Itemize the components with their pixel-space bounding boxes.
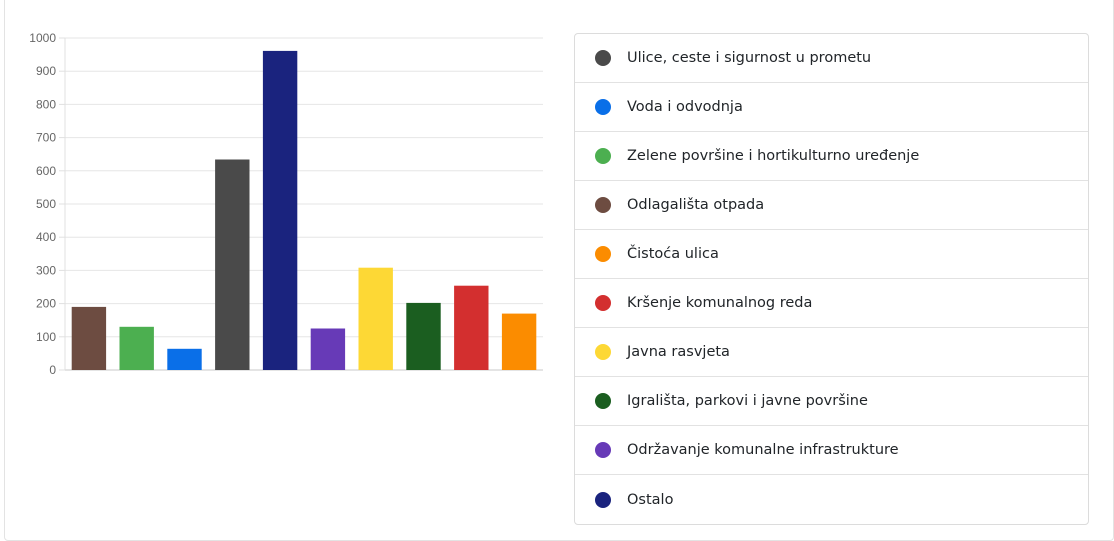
bar-4 xyxy=(215,159,250,370)
y-tick-label: 0 xyxy=(49,363,56,377)
legend-color-dot xyxy=(595,197,611,213)
y-tick-label: 100 xyxy=(36,330,56,344)
bar-9 xyxy=(454,285,489,370)
bar-chart: 0 100 200 300 400 500 600 700 800 900 1000 xyxy=(0,0,560,400)
legend-label: Ulice, ceste i sigurnost u prometu xyxy=(627,50,872,66)
legend-label: Odlagališta otpada xyxy=(627,197,765,213)
legend-color-dot xyxy=(595,491,611,508)
y-tick-label: 300 xyxy=(36,263,56,277)
legend-color-dot xyxy=(595,148,611,164)
bar-2 xyxy=(119,326,154,370)
bar-10 xyxy=(501,313,537,370)
legend-color-dot xyxy=(595,344,611,360)
legend-color-dot xyxy=(595,295,611,311)
legend-label: Zelene površine i hortikulturno uređenje xyxy=(627,148,920,164)
bar-chart-svg: 0 100 200 300 400 500 600 700 800 900 1000 xyxy=(29,31,543,377)
legend-label: Kršenje komunalnog reda xyxy=(627,295,813,311)
y-tick-label: 800 xyxy=(36,97,56,111)
bar-3 xyxy=(167,348,202,370)
legend-color-dot xyxy=(595,246,611,262)
legend-color-dot xyxy=(595,50,611,66)
legend-item: Ostalo xyxy=(575,475,1088,524)
y-tick-label: 900 xyxy=(36,64,56,78)
y-tick-label: 400 xyxy=(36,230,56,244)
legend-label: Voda i odvodnja xyxy=(627,99,743,115)
y-tick-label: 600 xyxy=(36,164,56,178)
bar-1 xyxy=(71,306,107,370)
bar-5 xyxy=(262,50,298,371)
legend-item: Javna rasvjeta xyxy=(575,328,1088,377)
legend-label: Čistoća ulica xyxy=(627,246,719,262)
legend-item: Zelene površine i hortikulturno uređenje xyxy=(575,132,1088,181)
y-tick-label: 1000 xyxy=(29,31,56,45)
bar-6 xyxy=(310,328,346,370)
legend-item: Čistoća ulica xyxy=(575,230,1088,279)
legend-color-dot xyxy=(595,393,611,409)
legend-label: Javna rasvjeta xyxy=(627,344,730,360)
legend-item: Voda i odvodnja xyxy=(575,83,1088,132)
legend-label: Ostalo xyxy=(627,491,674,508)
legend-label: Igrališta, parkovi i javne površine xyxy=(627,393,868,409)
legend-color-dot xyxy=(595,99,611,115)
bar-7 xyxy=(358,267,393,370)
legend-item: Odlagališta otpada xyxy=(575,181,1088,230)
legend-item: Igrališta, parkovi i javne površine xyxy=(575,377,1088,426)
bar-8 xyxy=(406,302,441,370)
y-tick-label: 200 xyxy=(36,297,56,311)
y-tick-label: 500 xyxy=(36,197,56,211)
legend-item: Ulice, ceste i sigurnost u prometu xyxy=(575,34,1088,83)
legend-label: Održavanje komunalne infrastrukture xyxy=(627,442,899,458)
legend-item: Kršenje komunalnog reda xyxy=(575,279,1088,328)
legend-color-dot xyxy=(595,442,611,458)
y-tick-label: 700 xyxy=(36,131,56,145)
legend-list: Ulice, ceste i sigurnost u prometu Voda i… xyxy=(574,33,1089,525)
legend-item: Održavanje komunalne infrastrukture xyxy=(575,426,1088,475)
